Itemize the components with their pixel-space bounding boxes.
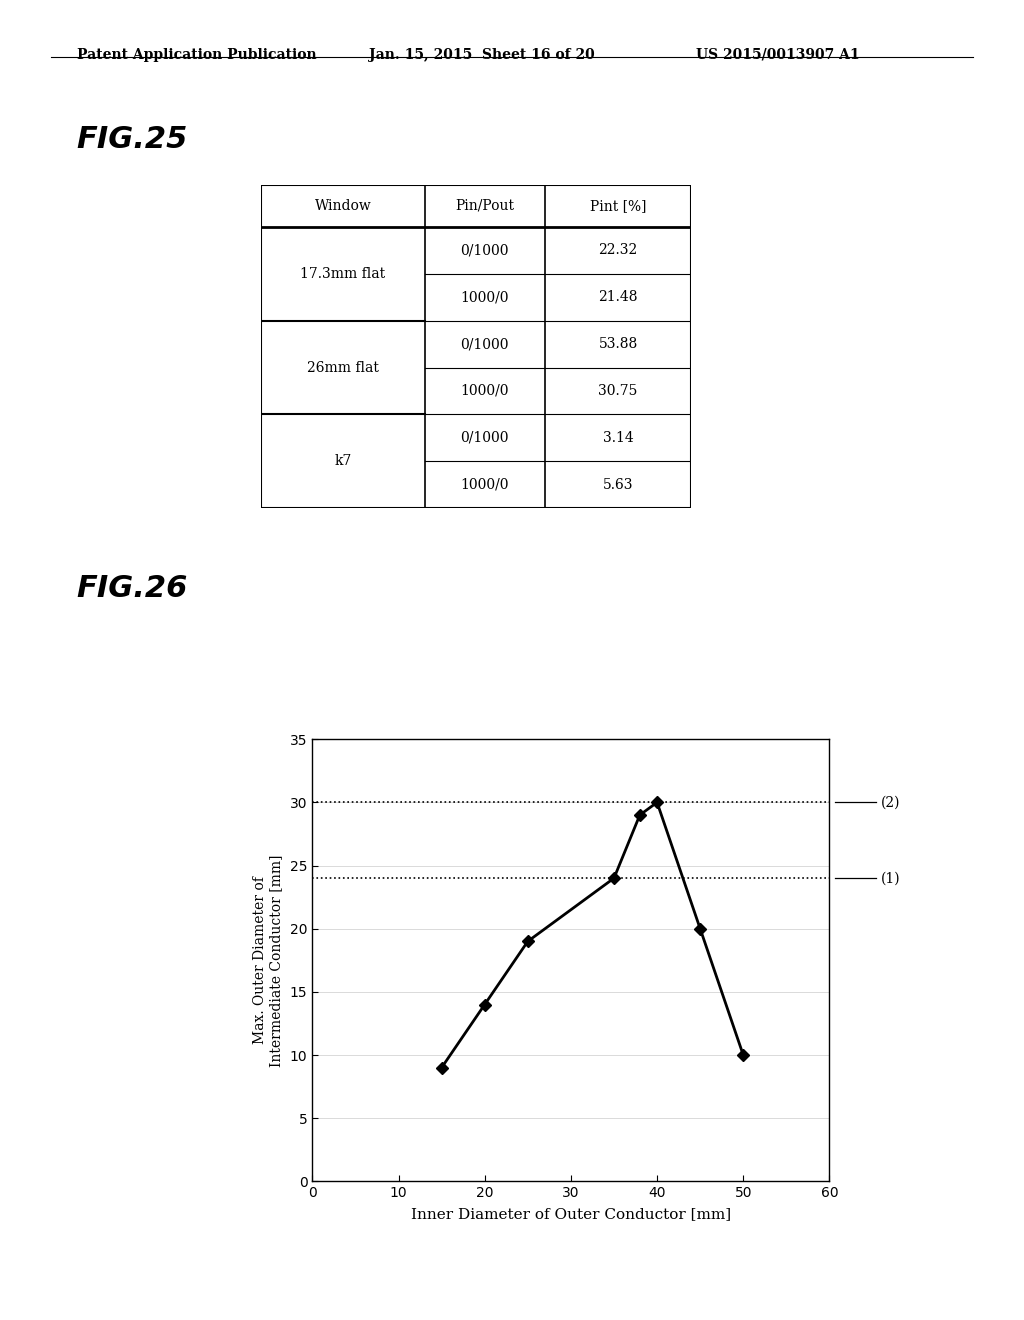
Text: k7: k7 [334,454,351,469]
Text: (2): (2) [881,796,900,809]
Text: 1000/0: 1000/0 [461,384,509,397]
Text: 22.32: 22.32 [598,243,638,257]
Text: Pint [%]: Pint [%] [590,199,646,213]
Text: 1000/0: 1000/0 [461,290,509,304]
Text: US 2015/0013907 A1: US 2015/0013907 A1 [696,48,860,62]
Text: 1000/0: 1000/0 [461,478,509,492]
Text: Patent Application Publication: Patent Application Publication [77,48,316,62]
Y-axis label: Max. Outer Diameter of
Intermediate Conductor [mm]: Max. Outer Diameter of Intermediate Cond… [253,854,283,1067]
Text: 0/1000: 0/1000 [461,430,509,445]
Text: 5.63: 5.63 [603,478,633,492]
Text: 21.48: 21.48 [598,290,638,304]
Text: Jan. 15, 2015  Sheet 16 of 20: Jan. 15, 2015 Sheet 16 of 20 [369,48,594,62]
X-axis label: Inner Diameter of Outer Conductor [mm]: Inner Diameter of Outer Conductor [mm] [411,1208,731,1221]
Text: 53.88: 53.88 [598,337,638,351]
Text: Window: Window [314,199,372,213]
Text: 0/1000: 0/1000 [461,243,509,257]
Text: FIG.25: FIG.25 [77,125,188,154]
Text: 0/1000: 0/1000 [461,337,509,351]
Text: (1): (1) [881,871,900,886]
Text: 26mm flat: 26mm flat [307,360,379,375]
Text: 3.14: 3.14 [603,430,634,445]
Text: 30.75: 30.75 [598,384,638,397]
Text: 17.3mm flat: 17.3mm flat [300,267,385,281]
Text: Pin/Pout: Pin/Pout [456,199,514,213]
Text: FIG.26: FIG.26 [77,574,188,603]
